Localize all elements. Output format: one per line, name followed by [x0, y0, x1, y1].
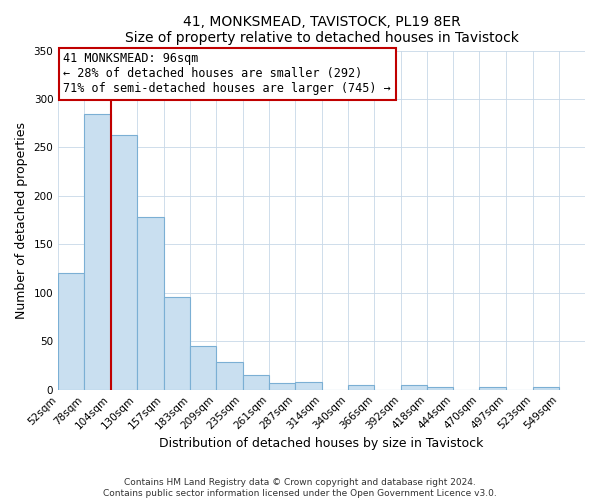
Bar	[137, 217, 164, 390]
Bar	[190, 346, 217, 390]
Bar	[295, 382, 322, 390]
Title: 41, MONKSMEAD, TAVISTOCK, PL19 8ER
Size of property relative to detached houses : 41, MONKSMEAD, TAVISTOCK, PL19 8ER Size …	[125, 15, 518, 45]
Bar	[242, 375, 269, 390]
Bar	[401, 385, 427, 390]
Y-axis label: Number of detached properties: Number of detached properties	[15, 122, 28, 318]
Bar	[164, 296, 190, 390]
Bar	[110, 135, 137, 390]
Text: 41 MONKSMEAD: 96sqm
← 28% of detached houses are smaller (292)
71% of semi-detac: 41 MONKSMEAD: 96sqm ← 28% of detached ho…	[64, 52, 391, 95]
Text: Contains HM Land Registry data © Crown copyright and database right 2024.
Contai: Contains HM Land Registry data © Crown c…	[103, 478, 497, 498]
Bar	[533, 387, 559, 390]
Bar	[58, 274, 85, 390]
Bar	[269, 383, 295, 390]
Bar	[479, 387, 506, 390]
X-axis label: Distribution of detached houses by size in Tavistock: Distribution of detached houses by size …	[160, 437, 484, 450]
Bar	[427, 387, 453, 390]
Bar	[85, 114, 110, 390]
Bar	[348, 385, 374, 390]
Bar	[217, 362, 242, 390]
